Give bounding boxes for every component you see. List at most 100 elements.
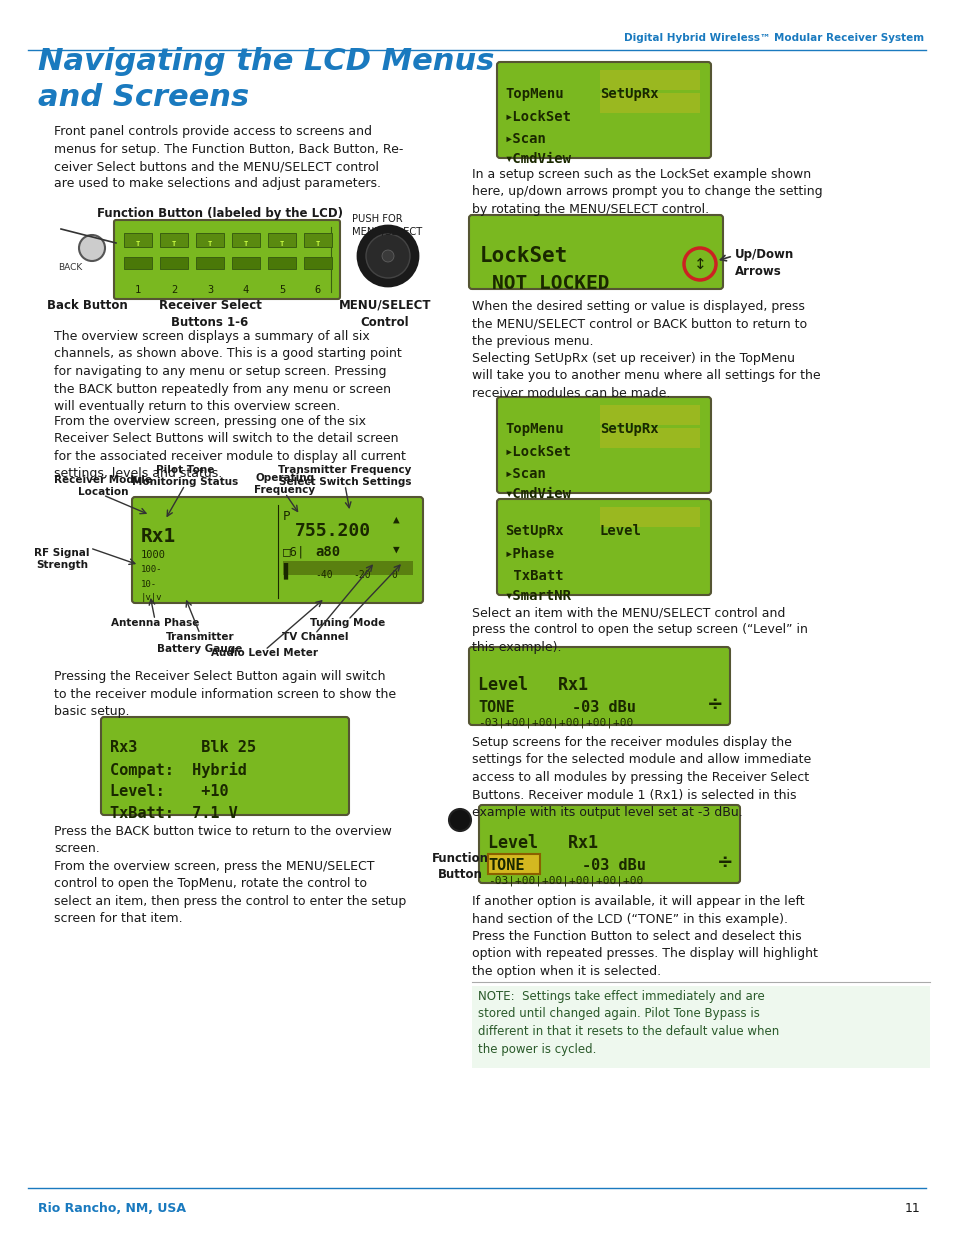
Bar [304,233,332,247]
Text: 10-: 10- [141,580,157,589]
Text: RF Signal
Strength: RF Signal Strength [34,548,90,571]
Text: SetUpRx: SetUpRx [504,524,563,538]
Bar [268,233,295,247]
Bar [124,233,152,247]
Text: ÷: ÷ [717,853,733,872]
Text: NOT LOCKED: NOT LOCKED [492,274,609,293]
Text: ▾SmartNR: ▾SmartNR [504,589,572,603]
Text: 5: 5 [278,285,285,295]
Text: a80: a80 [314,545,340,559]
FancyBboxPatch shape [478,805,740,883]
Circle shape [381,249,394,262]
Text: Function Button (labeled by the LCD): Function Button (labeled by the LCD) [97,207,343,220]
Bar [488,853,539,874]
Text: 0: 0 [391,571,396,580]
Circle shape [449,809,471,831]
FancyBboxPatch shape [101,718,349,815]
Text: Level   Rx1: Level Rx1 [488,834,598,852]
Text: TONE: TONE [488,858,524,873]
FancyBboxPatch shape [469,647,729,725]
Text: ▾CmdView: ▾CmdView [504,487,572,501]
Text: Up/Down
Arrows: Up/Down Arrows [734,248,794,278]
Text: Rx3       Blk 25: Rx3 Blk 25 [110,740,255,755]
Text: BACK: BACK [58,263,82,272]
Bar [599,429,700,448]
Text: T: T [172,241,176,247]
Text: ▲: ▲ [393,515,399,525]
Text: ▾CmdView: ▾CmdView [504,152,572,165]
Text: ↕: ↕ [693,257,705,272]
Text: -40: -40 [314,571,333,580]
Text: TxBatt:  7.1 V: TxBatt: 7.1 V [110,806,237,821]
Text: MENU/SELECT
Control: MENU/SELECT Control [338,299,431,329]
Circle shape [79,235,105,261]
Text: Operating
Frequency: Operating Frequency [254,473,315,495]
Text: -03|+00|+00|+00|+00|+00: -03|+00|+00|+00|+00|+00 [488,876,642,887]
Text: ▸Scan: ▸Scan [504,132,546,146]
Text: PUSH FOR
MENU/SELECT: PUSH FOR MENU/SELECT [352,214,422,237]
Text: In a setup screen such as the LockSet example shown
here, up/down arrows prompt : In a setup screen such as the LockSet ex… [472,168,821,216]
Bar [232,233,260,247]
Text: SetUpRx: SetUpRx [599,422,658,436]
Text: Transmitter
Battery Gauge: Transmitter Battery Gauge [157,632,242,655]
Text: TxBatt: TxBatt [504,569,563,583]
Text: Function
Button: Function Button [431,852,488,882]
Text: P: P [283,510,291,522]
Text: Setup screens for the receiver modules display the
settings for the selected mod: Setup screens for the receiver modules d… [472,736,810,819]
Text: Pressing the Receiver Select Button again will switch
to the receiver module inf: Pressing the Receiver Select Button agai… [54,671,395,718]
Text: Digital Hybrid Wireless™ Modular Receiver System: Digital Hybrid Wireless™ Modular Receive… [623,33,923,43]
Circle shape [357,226,417,287]
Text: Antenna Phase: Antenna Phase [111,618,199,629]
Bar [283,561,413,576]
Text: ▸LockSet: ▸LockSet [504,445,572,459]
FancyBboxPatch shape [113,220,339,299]
Text: Level   Rx1: Level Rx1 [477,676,587,694]
Text: T: T [208,241,212,247]
Text: NOTE:  Settings take effect immediately and are
stored until changed again. Pilo: NOTE: Settings take effect immediately a… [477,990,779,1056]
Text: Receiver Select
Buttons 1-6: Receiver Select Buttons 1-6 [158,299,261,329]
FancyBboxPatch shape [497,499,710,595]
Text: ▸LockSet: ▸LockSet [504,110,572,124]
Text: 6: 6 [314,285,321,295]
Text: 755.200: 755.200 [294,522,371,540]
Text: 1000: 1000 [141,550,166,559]
Text: TV Channel: TV Channel [281,632,348,642]
Text: From the overview screen, press the MENU/SELECT
control to open the TopMenu, rot: From the overview screen, press the MENU… [54,860,406,925]
FancyBboxPatch shape [497,62,710,158]
Text: Selecting SetUpRx (set up receiver) in the TopMenu
will take you to another menu: Selecting SetUpRx (set up receiver) in t… [472,352,820,400]
Text: Rx1: Rx1 [141,527,176,546]
FancyBboxPatch shape [132,496,422,603]
Text: Rio Rancho, NM, USA: Rio Rancho, NM, USA [38,1202,186,1215]
Text: Navigating the LCD Menus: Navigating the LCD Menus [38,47,494,77]
FancyBboxPatch shape [497,396,710,493]
Text: Front panel controls provide access to screens and
menus for setup. The Function: Front panel controls provide access to s… [54,125,403,190]
Text: ÷: ÷ [706,695,722,714]
Bar [160,257,188,269]
Text: Level: Level [599,524,641,538]
Text: ▸Scan: ▸Scan [504,467,546,480]
Text: Level:    +10: Level: +10 [110,784,229,799]
Text: |v|v: |v|v [141,593,162,601]
Text: □6|: □6| [283,545,305,558]
Text: -03 dBu: -03 dBu [581,858,645,873]
Bar [195,233,224,247]
Text: T: T [135,241,140,247]
Text: Compat:  Hybrid: Compat: Hybrid [110,762,247,778]
Bar [160,233,188,247]
Text: The overview screen displays a summary of all six
channels, as shown above. This: The overview screen displays a summary o… [54,330,401,412]
Text: 100-: 100- [141,564,162,574]
Text: TopMenu: TopMenu [504,86,563,101]
Text: Tuning Mode: Tuning Mode [310,618,385,629]
Text: 3: 3 [207,285,213,295]
Text: TopMenu: TopMenu [504,422,563,436]
Text: 11: 11 [903,1202,919,1215]
Text: ▸Phase: ▸Phase [504,547,555,561]
Bar [232,257,260,269]
Bar [268,257,295,269]
Bar [195,257,224,269]
Text: 1: 1 [134,285,141,295]
Text: ▼: ▼ [393,545,399,555]
Text: LockSet: LockSet [479,246,568,266]
Text: Press the BACK button twice to return to the overview
screen.: Press the BACK button twice to return to… [54,825,392,856]
Text: T: T [315,241,320,247]
